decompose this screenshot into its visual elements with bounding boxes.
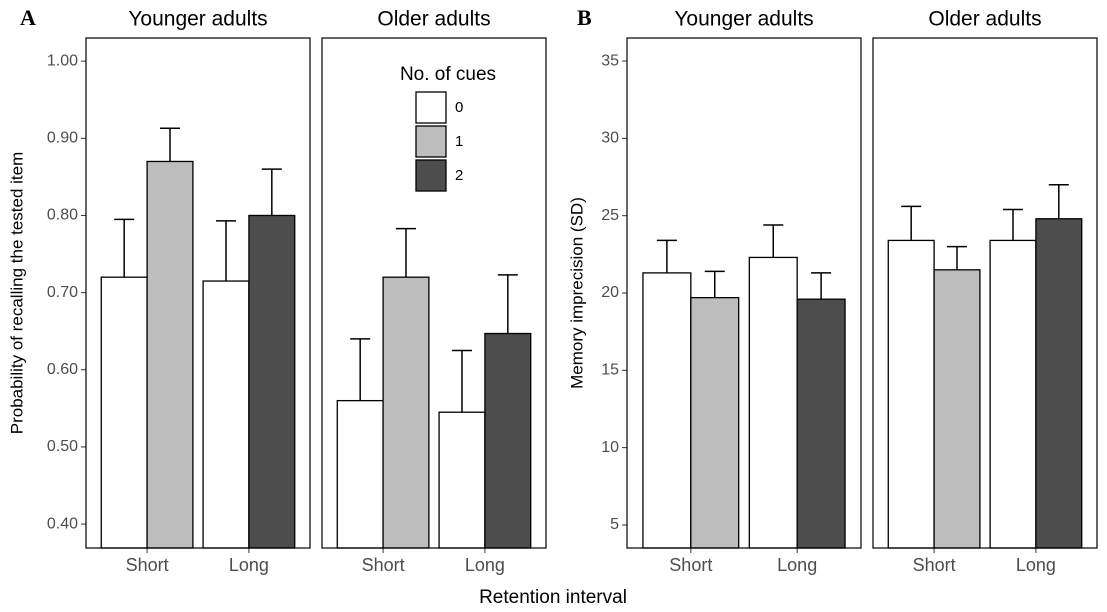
legend-key [415,91,447,124]
facet-title: Older adults [928,8,1041,31]
y-tick-label: 30 [601,130,619,147]
bar [100,276,148,549]
x-tick-label: Long [777,555,817,575]
error-bar [656,239,677,273]
error-bar [947,245,967,270]
error-bar [261,168,282,216]
bar [248,214,296,549]
bar [933,269,981,549]
bar [887,239,935,549]
error-bar [216,220,236,282]
bar [484,332,532,549]
legend-label: 2 [455,167,463,184]
error-bar [811,272,832,300]
error-bar [704,270,725,298]
facet-title: Younger adults [674,8,813,31]
y-tick-label: 15 [601,362,619,379]
bar [202,280,250,549]
error-bar [160,127,180,162]
x-tick-label: Short [913,555,956,575]
legend-key [415,125,447,158]
legend-label: 1 [455,133,463,150]
error-bar [396,227,416,278]
y-tick-label: 0.80 [47,207,78,224]
panel-label: A [20,5,36,30]
bar [146,160,194,549]
y-axis-label: Memory imprecision (SD) [567,197,586,389]
facet-frame [626,37,862,549]
bar [690,296,740,549]
facet-frame [85,37,311,549]
y-tick-label: 35 [601,52,619,69]
x-tick-label: Long [465,555,505,575]
y-tick-label: 0.50 [47,438,78,455]
x-axis-label: Retention interval [479,587,627,608]
bar [748,256,798,549]
x-tick-label: Short [126,555,169,575]
y-tick-label: 0.40 [47,515,78,532]
error-bar [1003,208,1023,241]
legend-title: No. of cues [400,64,496,85]
facet-title: Younger adults [128,8,267,31]
y-tick-label: 10 [601,439,619,456]
error-bar [901,205,922,241]
bar [989,239,1037,549]
facet-frame [872,37,1098,549]
bar [438,411,486,549]
facet-frame [321,37,547,549]
y-axis-label: Probability of recalling the tested item [7,152,26,435]
error-bar [497,274,518,334]
legend-label: 0 [455,99,463,116]
panel-label: B [577,5,592,30]
x-tick-label: Short [669,555,712,575]
bar [796,298,846,549]
y-tick-label: 1.00 [47,52,78,69]
bar [382,276,430,549]
y-tick-label: 0.70 [47,284,78,301]
legend-key [415,159,447,192]
y-tick-label: 20 [601,284,619,301]
bar [336,399,384,549]
error-bar [350,338,371,401]
bar [642,272,692,549]
x-tick-label: Long [1016,555,1056,575]
x-tick-label: Short [362,555,405,575]
facet-title: Older adults [377,8,490,31]
y-tick-label: 0.60 [47,361,78,378]
error-bar [114,218,135,278]
x-tick-label: Long [229,555,269,575]
error-bar [452,349,472,413]
bar [1035,218,1083,549]
error-bar [763,224,784,258]
error-bar [1048,184,1069,219]
y-tick-label: 25 [601,207,619,224]
y-tick-label: 5 [610,516,619,533]
y-tick-label: 0.90 [47,130,78,147]
